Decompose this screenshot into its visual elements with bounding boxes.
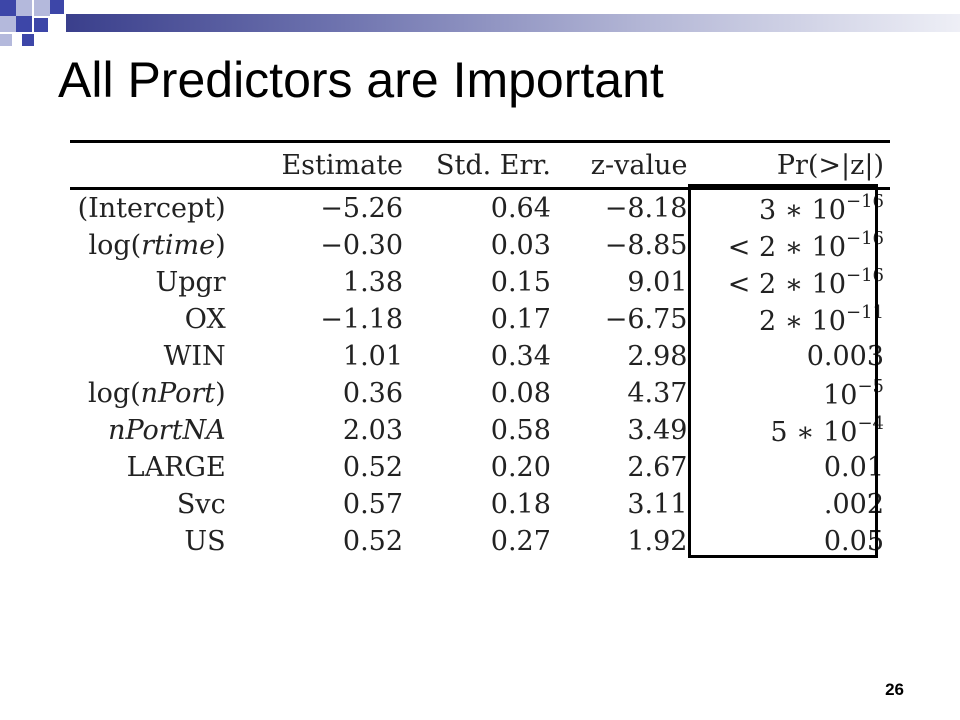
cell-p-value: 2 ∗ 10−11: [693, 301, 890, 338]
corner-square: [0, 34, 12, 46]
header-std-err: Std. Err.: [435, 149, 551, 181]
cell-z-value: 2.98: [627, 341, 688, 372]
table-row: log(nPort) 0.36 0.08 4.37 10−5: [70, 375, 890, 412]
table-header-row: Estimate Std. Err. z-value Pr(>|z|): [70, 141, 890, 189]
cell-estimate: 1.01: [342, 341, 404, 372]
corner-square: [16, 0, 32, 16]
row-label: log(nPort): [87, 378, 226, 409]
cell-estimate: −1.18: [320, 304, 404, 335]
cell-std-err: 0.34: [490, 341, 551, 372]
cell-estimate: 1.38: [342, 267, 404, 298]
cell-estimate: 0.36: [342, 378, 404, 409]
row-label: OX: [184, 304, 226, 335]
table-row: Svc 0.57 0.18 3.11 .002: [70, 486, 890, 523]
row-label: Svc: [176, 489, 226, 520]
header-z-value: z-value: [590, 149, 688, 181]
row-label: WIN: [163, 341, 226, 372]
cell-std-err: 0.58: [490, 415, 551, 446]
math-variable: nPort: [140, 378, 216, 409]
header-estimate: Estimate: [281, 149, 404, 181]
table-row: Upgr 1.38 0.15 9.01 < 2 ∗ 10−16: [70, 264, 890, 301]
slide-title: All Predictors are Important: [58, 52, 664, 108]
cell-p-value: .002: [693, 486, 890, 523]
math-variable: rtime: [141, 230, 216, 261]
p-value-exponent: −11: [846, 302, 884, 323]
table-row: nPortNA 2.03 0.58 3.49 5 ∗ 10−4: [70, 412, 890, 449]
cell-std-err: 0.03: [490, 230, 551, 261]
header-label: [70, 142, 252, 189]
p-value-base: 5 ∗ 10: [770, 417, 858, 448]
cell-std-err: 0.08: [490, 378, 551, 409]
cell-estimate: −5.26: [320, 193, 404, 224]
page-number: 26: [885, 680, 904, 699]
row-label: Upgr: [155, 267, 226, 298]
coefficient-table-container: Estimate Std. Err. z-value Pr(>|z|) (Int…: [70, 140, 890, 560]
cell-std-err: 0.20: [490, 452, 551, 483]
cell-p-value: 5 ∗ 10−4: [693, 412, 890, 449]
table-row: WIN 1.01 0.34 2.98 0.003: [70, 338, 890, 375]
table-row: LARGE 0.52 0.20 2.67 0.01: [70, 449, 890, 486]
cell-std-err: 0.64: [490, 193, 551, 224]
p-value-base: 0.01: [823, 452, 884, 483]
header-gradient-bar: [66, 14, 960, 32]
corner-square: [0, 0, 16, 16]
p-value-base: 10: [823, 380, 858, 411]
cell-z-value: −8.18: [604, 193, 688, 224]
p-value-exponent: −16: [846, 191, 884, 212]
cell-std-err: 0.18: [490, 489, 551, 520]
cell-estimate: 0.57: [342, 489, 404, 520]
table-row: OX −1.18 0.17 −6.75 2 ∗ 10−11: [70, 301, 890, 338]
cell-std-err: 0.17: [490, 304, 551, 335]
cell-p-value: 0.05: [693, 523, 890, 560]
cell-z-value: −8.85: [604, 230, 688, 261]
p-value-base: 0.05: [823, 526, 884, 557]
cell-z-value: 4.37: [627, 378, 688, 409]
cell-z-value: 3.11: [627, 489, 688, 520]
math-variable: nPortNA: [108, 415, 226, 446]
cell-p-value: < 2 ∗ 10−16: [693, 264, 890, 301]
corner-square: [16, 16, 32, 32]
p-value-exponent: −5: [857, 376, 884, 397]
p-value-base: .002: [823, 489, 884, 520]
cell-p-value: < 2 ∗ 10−16: [693, 227, 890, 264]
table-row: US 0.52 0.27 1.92 0.05: [70, 523, 890, 560]
row-label: nPortNA: [70, 412, 252, 449]
p-value-exponent: −16: [846, 265, 884, 286]
cell-z-value: 2.67: [627, 452, 688, 483]
cell-std-err: 0.27: [490, 526, 551, 557]
cell-estimate: 0.52: [342, 452, 404, 483]
corner-square: [22, 34, 34, 46]
header-p-value: Pr(>|z|): [776, 149, 884, 181]
cell-z-value: −6.75: [604, 304, 688, 335]
cell-p-value: 10−5: [693, 375, 890, 412]
cell-p-value: 0.003: [693, 338, 890, 375]
corner-square: [34, 0, 50, 16]
cell-estimate: 2.03: [342, 415, 404, 446]
p-value-exponent: −16: [846, 228, 884, 249]
cell-z-value: 1.92: [627, 526, 688, 557]
p-value-base: < 2 ∗ 10: [727, 232, 846, 263]
cell-p-value: 0.01: [693, 449, 890, 486]
cell-estimate: −0.30: [320, 230, 404, 261]
table-row: (Intercept) −5.26 0.64 −8.18 3 ∗ 10−16: [70, 189, 890, 228]
corner-square: [0, 16, 16, 32]
corner-square: [34, 18, 48, 32]
row-label: (Intercept): [77, 193, 226, 224]
p-value-base: 2 ∗ 10: [758, 306, 846, 337]
row-label: US: [184, 526, 226, 557]
p-value-base: 0.003: [806, 341, 884, 372]
corner-square: [50, 0, 64, 14]
cell-std-err: 0.15: [490, 267, 551, 298]
table-row: log(rtime) −0.30 0.03 −8.85 < 2 ∗ 10−16: [70, 227, 890, 264]
row-label: log(rtime): [88, 230, 226, 261]
row-label: LARGE: [126, 452, 226, 483]
p-value-base: 3 ∗ 10: [758, 195, 846, 226]
cell-estimate: 0.52: [342, 526, 404, 557]
p-value-base: < 2 ∗ 10: [727, 269, 846, 300]
p-value-exponent: −4: [857, 413, 884, 434]
cell-p-value: 3 ∗ 10−16: [693, 189, 890, 228]
cell-z-value: 3.49: [627, 415, 688, 446]
coefficient-table: Estimate Std. Err. z-value Pr(>|z|) (Int…: [70, 140, 890, 560]
cell-z-value: 9.01: [627, 267, 688, 298]
